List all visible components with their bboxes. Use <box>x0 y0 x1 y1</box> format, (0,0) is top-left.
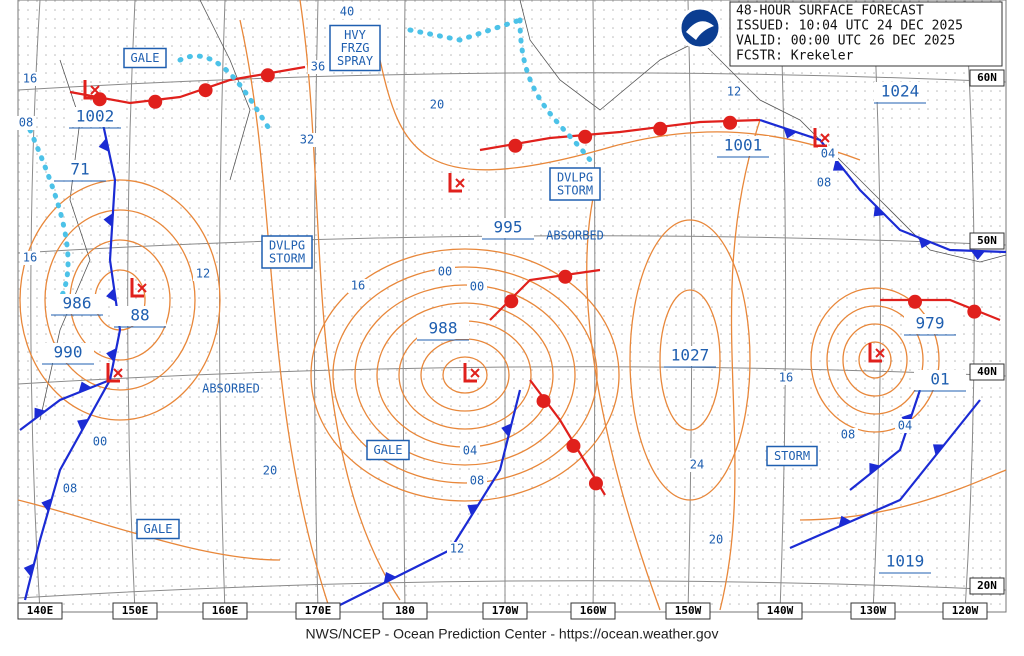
isobar-label: 12 <box>196 267 210 281</box>
isobar-label: 16 <box>779 371 793 385</box>
pressure-label: 1024 <box>881 82 920 101</box>
longitude-label: 120W <box>952 604 979 617</box>
warning-label: HVY <box>344 28 366 42</box>
isobar-label: 20 <box>709 533 723 547</box>
front-symbol <box>199 83 213 97</box>
pressure-label: 995 <box>494 218 523 237</box>
warning-label: GALE <box>131 51 160 65</box>
front-symbol <box>148 95 162 109</box>
pressure-label: 1019 <box>886 552 925 571</box>
front-symbol <box>578 130 592 144</box>
longitude-label: 180 <box>395 604 415 617</box>
isobar-label: 24 <box>690 458 704 472</box>
isobar-label: 36 <box>311 60 325 74</box>
front-symbol <box>508 139 522 153</box>
absorbed-label: ABSORBED <box>202 382 260 396</box>
pressure-label: 990 <box>54 343 83 362</box>
longitude-label: 160E <box>212 604 239 617</box>
pressure-label: 1002 <box>76 107 115 126</box>
longitude-label: 130W <box>860 604 887 617</box>
isobar-label: 04 <box>463 444 477 458</box>
isobar-label: 16 <box>23 72 37 86</box>
isobar-label: 08 <box>63 482 77 496</box>
isobar-label: 04 <box>898 419 912 433</box>
pressure-label: 979 <box>916 314 945 333</box>
longitude-label: 140W <box>767 604 794 617</box>
isobar-label: 04 <box>821 147 835 161</box>
warning-label: GALE <box>144 522 173 536</box>
front-symbol <box>653 122 667 136</box>
longitude-label: 140E <box>27 604 54 617</box>
isobar-label: 00 <box>438 265 452 279</box>
front-symbol <box>723 116 737 130</box>
pressure-label: 986 <box>63 294 92 313</box>
longitude-label: 150W <box>675 604 702 617</box>
latitude-label: 40N <box>977 365 997 378</box>
warning-label: STORM <box>269 252 305 266</box>
warning-label: FRZG <box>341 41 370 55</box>
longitude-label: 170W <box>492 604 519 617</box>
warning-label: STORM <box>774 449 810 463</box>
longitude-label: 160W <box>580 604 607 617</box>
front-symbol <box>537 394 551 408</box>
front-symbol <box>261 68 275 82</box>
front-symbol <box>504 294 518 308</box>
pressure-label: 01 <box>930 370 949 389</box>
warning-label: DVLPG <box>557 171 593 185</box>
isobar-label: 08 <box>470 474 484 488</box>
isobar-label: 16 <box>351 279 365 293</box>
footer: NWS/NCEP - Ocean Prediction Center - htt… <box>306 626 719 642</box>
isobar-label: 12 <box>450 542 464 556</box>
warning-label: STORM <box>557 184 593 198</box>
isobar-label: 20 <box>430 98 444 112</box>
warning-label: GALE <box>374 443 403 457</box>
pressure-label: 88 <box>130 306 149 325</box>
pressure-label: 71 <box>70 160 89 179</box>
isobar-label: 08 <box>841 428 855 442</box>
isobar-label: 00 <box>470 280 484 294</box>
longitude-label: 170E <box>305 604 332 617</box>
isobar-label: 12 <box>727 85 741 99</box>
front-symbol <box>967 305 981 319</box>
front-symbol <box>566 439 580 453</box>
longitude-label: 150E <box>122 604 149 617</box>
pressure-label: 1027 <box>671 346 710 365</box>
latitude-label: 60N <box>977 71 997 84</box>
isobar-label: 20 <box>263 464 277 478</box>
warning-label: SPRAY <box>337 54 374 68</box>
front-symbol <box>908 295 922 309</box>
isobar-label: 08 <box>19 116 33 130</box>
absorbed-label: ABSORBED <box>546 229 604 243</box>
isobar-label: 08 <box>817 176 831 190</box>
header-line: ISSUED: 10:04 UTC 24 DEC 2025 <box>736 19 963 34</box>
header-line: 48-HOUR SURFACE FORECAST <box>736 4 924 19</box>
isobar-label: 00 <box>93 435 107 449</box>
header-line: VALID: 00:00 UTC 26 DEC 2025 <box>736 34 955 49</box>
front-symbol <box>558 270 572 284</box>
header-line: FCSTR: Krekeler <box>736 49 854 64</box>
isobar-label: 32 <box>300 133 314 147</box>
warning-label: DVLPG <box>269 239 305 253</box>
pressure-label: 988 <box>429 319 458 338</box>
pressure-label: 1001 <box>724 136 763 155</box>
isobar-label: 16 <box>23 251 37 265</box>
latitude-label: 20N <box>977 579 997 592</box>
isobar-label: 40 <box>340 5 354 19</box>
front-symbol <box>589 476 603 490</box>
latitude-label: 50N <box>977 234 997 247</box>
